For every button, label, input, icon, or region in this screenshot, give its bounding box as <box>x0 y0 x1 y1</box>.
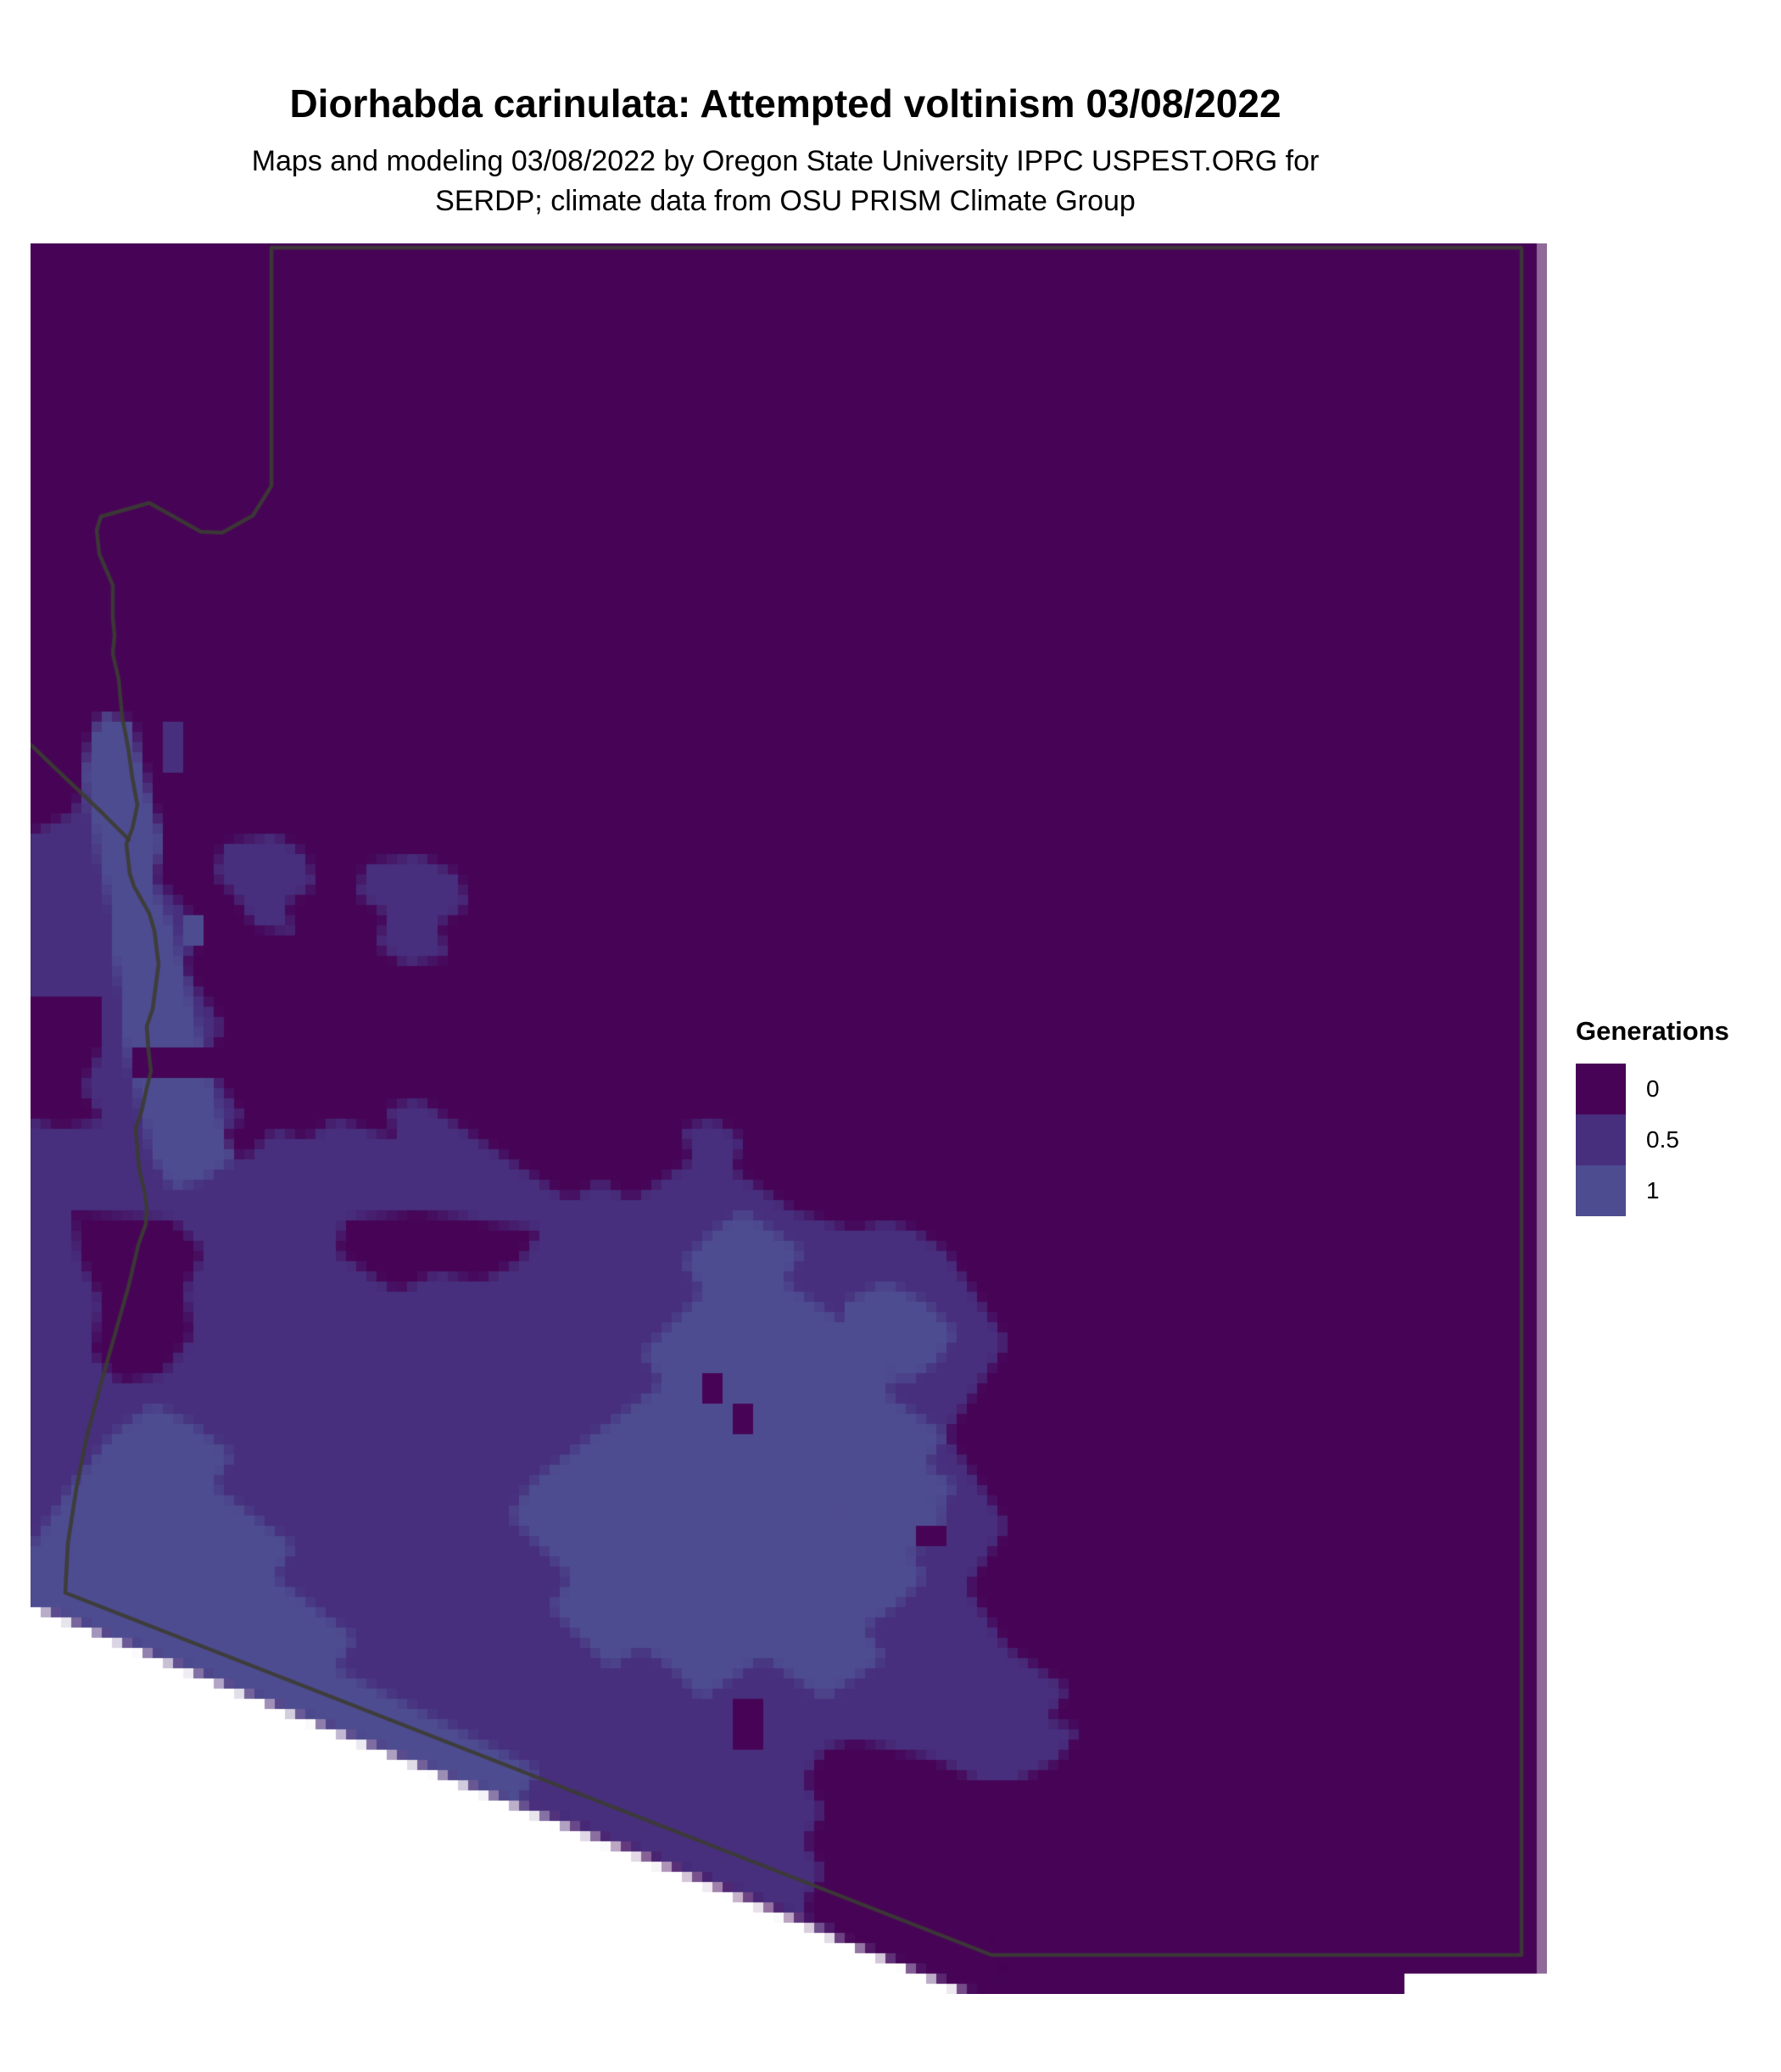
legend-row-0_5: 0.5 <box>1576 1114 1779 1165</box>
legend-label-0: 0 <box>1646 1075 1660 1102</box>
legend-swatch-1 <box>1576 1165 1626 1216</box>
subtitle-line-1: Maps and modeling 03/08/2022 by Oregon S… <box>251 144 1320 177</box>
legend-row-0: 0 <box>1576 1064 1779 1114</box>
legend-swatch-0 <box>1576 1064 1626 1114</box>
page-subtitle: Maps and modeling 03/08/2022 by Oregon S… <box>31 142 1540 221</box>
page-title: Diorhabda carinulata: Attempted voltinis… <box>289 81 1281 126</box>
legend-label-0_5: 0.5 <box>1646 1126 1679 1153</box>
legend-title: Generations <box>1576 1016 1729 1046</box>
subtitle-line-2: SERDP; climate data from OSU PRISM Clima… <box>435 184 1136 217</box>
map-area <box>31 243 1547 1994</box>
legend-row-1: 1 <box>1576 1165 1779 1216</box>
voltinism-raster-map <box>31 243 1547 1994</box>
legend-label-1: 1 <box>1646 1177 1660 1204</box>
legend-swatch-0_5 <box>1576 1114 1626 1165</box>
title-block: Diorhabda carinulata: Attempted voltinis… <box>31 81 1540 221</box>
legend: Generations 0 0.5 1 <box>1576 1016 1779 1216</box>
